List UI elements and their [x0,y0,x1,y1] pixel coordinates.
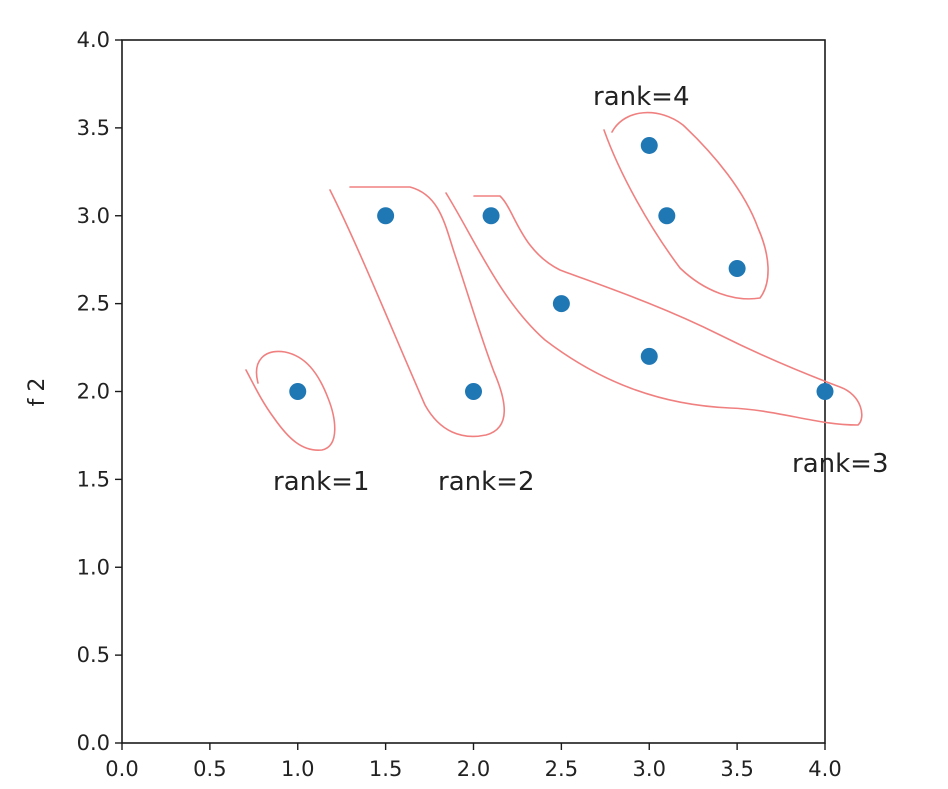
data-point [552,295,570,313]
rank-3-label: rank=3 [792,449,888,479]
y-axis-label: f 2 [25,378,50,407]
rank-4-outline [603,111,769,300]
data-point [289,383,307,400]
y-axis: 0.0 0.5 1.0 1.5 2.0 2.5 3.0 3.5 4.0 [77,28,122,755]
x-tick-label: 0.5 [193,757,226,781]
rank-2-outline [329,186,506,438]
data-points [289,136,834,400]
y-tick-label: 1.5 [77,467,110,491]
group-outlines [245,111,863,451]
rank-1-outline [245,350,336,451]
y-tick-label: 3.0 [77,204,110,228]
y-tick-label: 2.5 [77,292,110,316]
data-point [640,347,658,365]
x-tick-label: 2.5 [545,757,578,781]
x-tick-label: 3.5 [720,757,753,781]
data-point [816,383,834,400]
y-tick-label: 2.0 [77,380,110,404]
data-point [658,207,676,225]
y-tick-label: 1.0 [77,555,110,579]
data-point [377,207,395,225]
rank-2-label: rank=2 [438,467,534,497]
rank-3-outline [445,192,863,426]
x-tick-label: 4.0 [808,757,841,781]
y-tick-label: 0.5 [77,643,110,667]
rank-1-label: rank=1 [273,467,369,497]
x-tick-label: 2.0 [457,757,490,781]
data-point [482,207,500,225]
data-point [728,259,746,277]
x-tick-label: 1.0 [281,757,314,781]
data-point [640,136,658,154]
data-point [465,383,482,400]
y-tick-label: 3.5 [77,116,110,140]
group-labels: rank=1 rank=2 rank=3 rank=4 [273,82,888,497]
rank-4-label: rank=4 [593,82,689,112]
x-axis: 0.0 0.5 1.0 1.5 2.0 2.5 3.0 3.5 4.0 [105,743,842,781]
y-tick-label: 0.0 [77,731,110,755]
x-tick-label: 3.0 [633,757,666,781]
x-tick-label: 1.5 [369,757,402,781]
x-tick-label: 0.0 [105,757,138,781]
y-tick-label: 4.0 [77,28,110,52]
